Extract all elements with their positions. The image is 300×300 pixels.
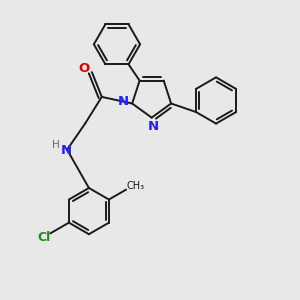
Text: H: H	[52, 140, 59, 150]
Text: N: N	[61, 144, 72, 157]
Text: N: N	[148, 120, 159, 134]
Text: N: N	[117, 95, 128, 108]
Text: CH₃: CH₃	[127, 181, 145, 191]
Text: Cl: Cl	[38, 231, 51, 244]
Text: O: O	[78, 62, 89, 75]
